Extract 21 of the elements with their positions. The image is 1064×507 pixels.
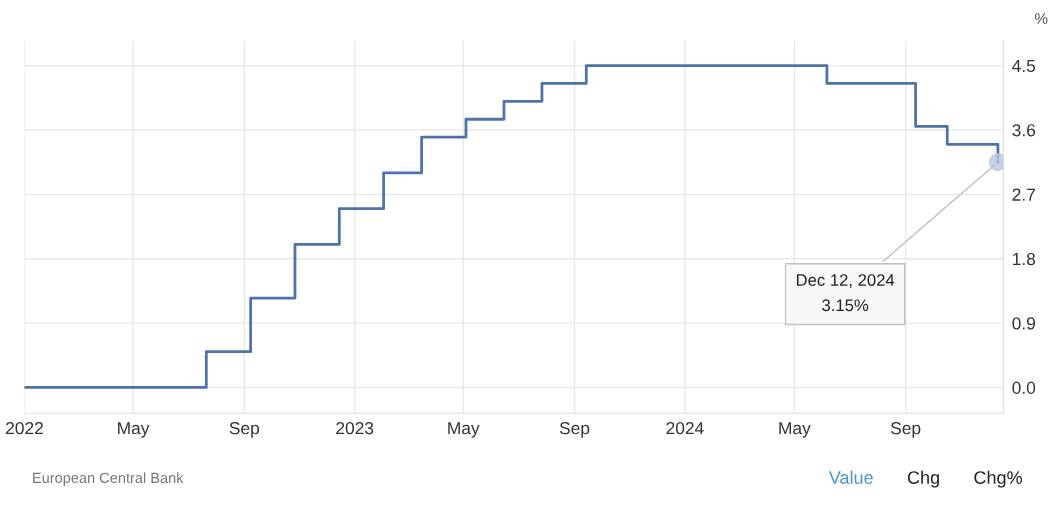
text: European Central Bank <box>33 472 184 486</box>
text: Chg% <box>974 470 1022 488</box>
y-tick-label: 0.0 <box>1012 381 1036 394</box>
x-tick-label: May <box>118 422 150 438</box>
text: Chg <box>907 470 939 488</box>
x-tick-label: Sep <box>890 422 921 438</box>
x-tick-label: Sep <box>229 422 260 438</box>
x-tick-label: 2022 <box>6 422 43 435</box>
x-tick-label: 2023 <box>336 422 374 435</box>
y-tick-label: 1.8 <box>1013 252 1036 266</box>
y-tick-label: 3.6 <box>1012 124 1036 137</box>
y-tick-label: 0.9 <box>1012 317 1035 330</box>
x-tick-label: 2024 <box>666 422 704 435</box>
text: Value <box>828 470 873 484</box>
x-tick-label: May <box>779 422 811 438</box>
y-tick-label: 4.5 <box>1012 59 1036 73</box>
x-tick-label: May <box>448 422 480 438</box>
x-tick-label: Sep <box>559 422 590 438</box>
annotation: Dec 12, 2024 3.15% <box>796 274 895 312</box>
y-tick-label: 2.7 <box>1012 188 1035 201</box>
y-axis-title: % <box>1035 13 1048 24</box>
